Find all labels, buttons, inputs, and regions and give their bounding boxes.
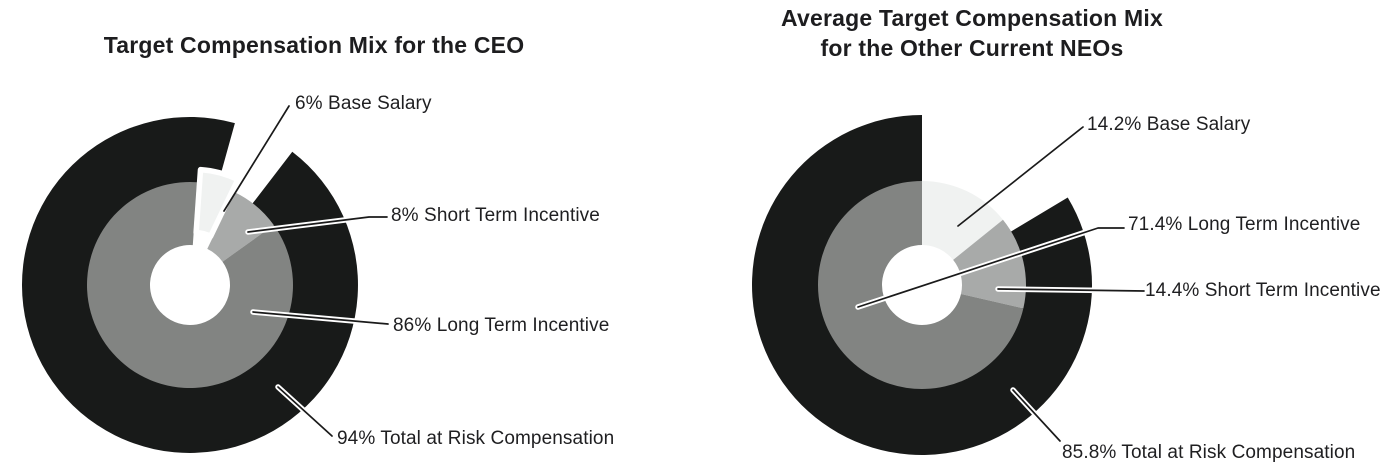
slice-ceo-base-salary bbox=[193, 166, 241, 240]
chart-title-neos-line2: for the Other Current NEOs bbox=[820, 35, 1124, 61]
leader-line-neos-2 bbox=[997, 288, 1145, 292]
chart-title-ceo: Target Compensation Mix for the CEO bbox=[103, 32, 525, 58]
ring-ceo-total-at-risk-compensation bbox=[21, 116, 358, 453]
label-ceo-base-salary: 6% Base Salary bbox=[295, 93, 432, 114]
ring-neos-total-at-risk-compensation bbox=[752, 115, 1093, 456]
label-neos-base-salary: 14.2% Base Salary bbox=[1087, 114, 1251, 135]
chart-title-neos: Average Target Compensation Mix for the … bbox=[772, 3, 1172, 63]
leader-line-neos-1 bbox=[857, 227, 1125, 308]
label-neos-long-term-incentive: 71.4% Long Term Incentive bbox=[1128, 214, 1361, 235]
leader-line-ceo-0 bbox=[223, 105, 290, 212]
label-ceo-short-term-incentive: 8% Short Term Incentive bbox=[391, 205, 600, 226]
slice-neos-base-salary bbox=[922, 181, 1003, 260]
slice-neos-long-term-incentive bbox=[817, 181, 1024, 389]
leader-line-ceo-3 bbox=[277, 386, 333, 437]
leader-line-ceo-2 bbox=[252, 311, 389, 325]
leader-line-neos-0 bbox=[957, 126, 1084, 227]
label-neos-short-term-incentive: 14.4% Short Term Incentive bbox=[1145, 280, 1381, 301]
label-ceo-long-term-incentive: 86% Long Term Incentive bbox=[393, 315, 610, 336]
chart-title-neos-line1: Average Target Compensation Mix bbox=[781, 5, 1163, 31]
leader-line-neos-3 bbox=[1012, 389, 1061, 442]
slice-ceo-long-term-incentive bbox=[87, 181, 294, 388]
slice-ceo-short-term-incentive bbox=[207, 192, 274, 262]
label-neos-total-at-risk: 85.8% Total at Risk Compensation bbox=[1062, 442, 1356, 463]
leader-line-ceo-1 bbox=[247, 216, 388, 233]
label-ceo-total-at-risk: 94% Total at Risk Compensation bbox=[337, 428, 615, 449]
